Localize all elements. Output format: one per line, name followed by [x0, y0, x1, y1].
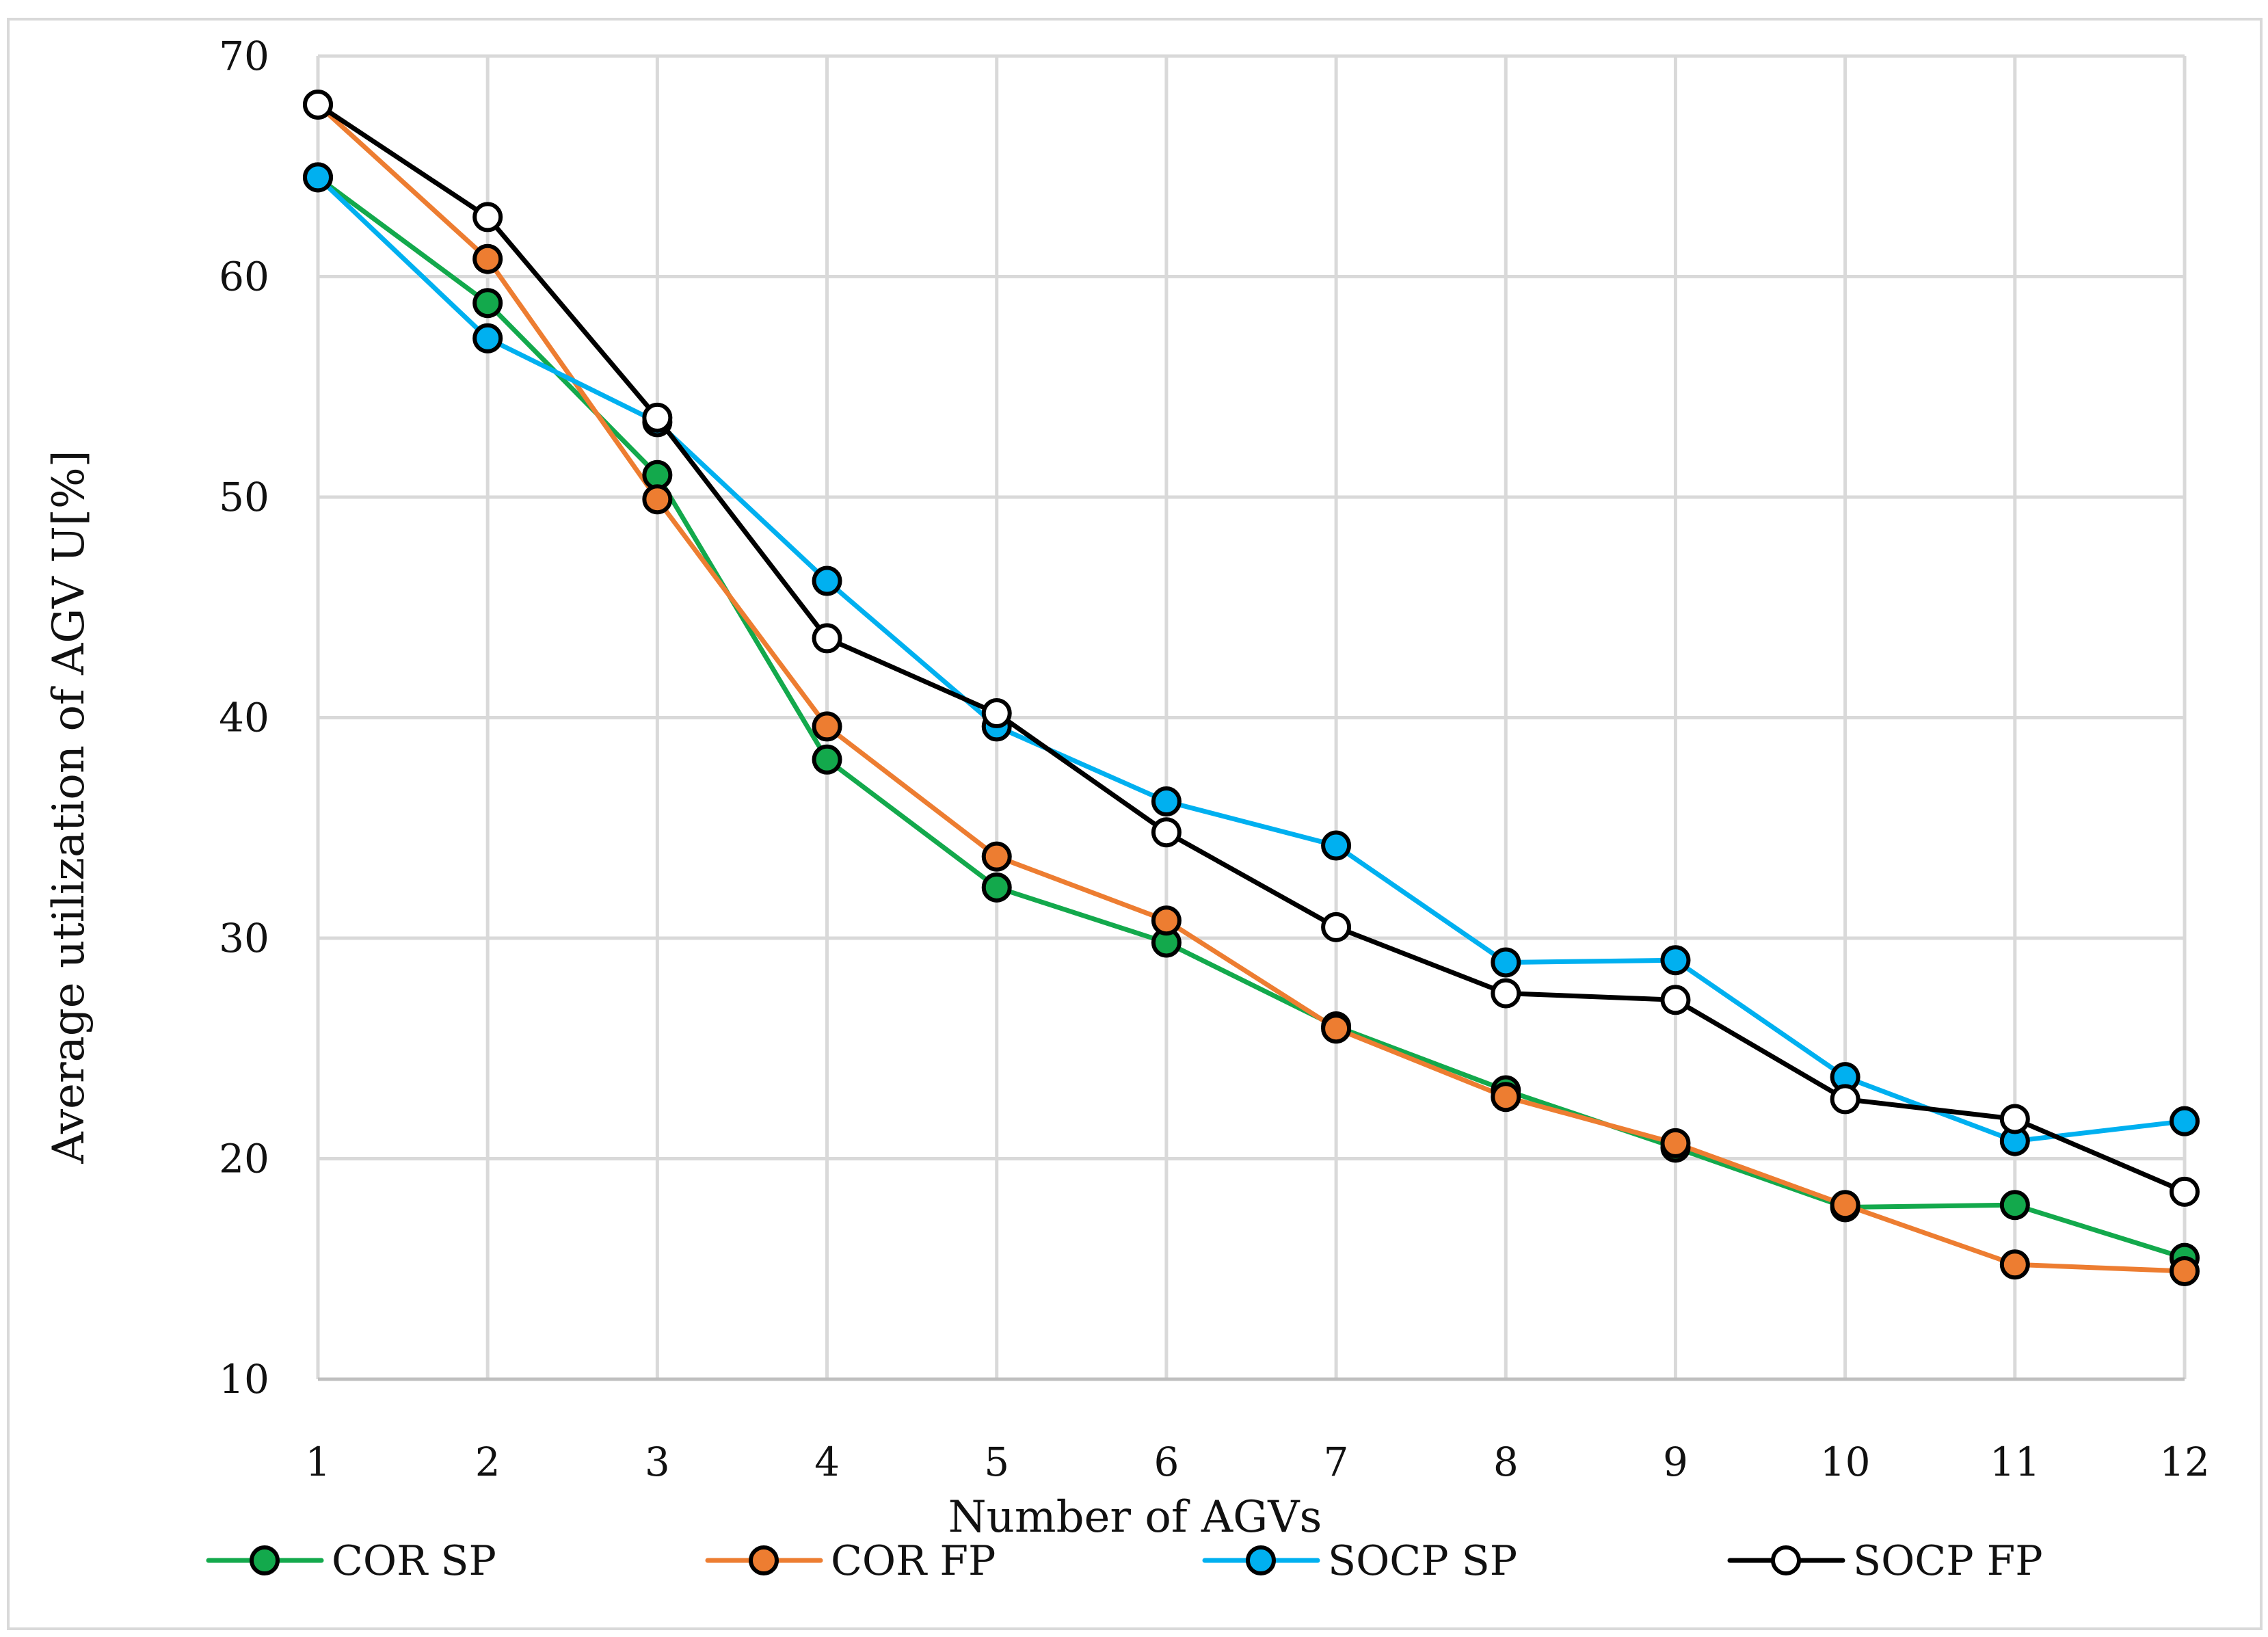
data-point-socp-fp [1151, 817, 1182, 848]
chart-frame [7, 18, 2263, 1630]
data-point-cor-fp [1491, 1082, 1521, 1113]
data-point-socp-fp [642, 402, 673, 433]
y-tick-label: 50 [219, 474, 269, 520]
data-point-cor-sp [472, 288, 503, 319]
data-point-socp-sp [303, 162, 333, 193]
data-point-cor-fp [1830, 1190, 1860, 1221]
legend-label: SOCP FP [1853, 1537, 2043, 1585]
legend-item: COR SP [206, 1537, 496, 1585]
x-tick-label: 2 [475, 1439, 501, 1485]
x-tick-label: 12 [2159, 1439, 2210, 1485]
data-point-socp-fp [812, 623, 842, 654]
series-line-cor-sp [315, 174, 2187, 1261]
legend-item: COR FP [705, 1537, 996, 1585]
series-line-socp-sp [315, 174, 2187, 1144]
legend-swatch-marker [1771, 1545, 1801, 1575]
data-point-cor-fp [472, 243, 503, 274]
x-tick-label: 10 [1820, 1439, 1871, 1485]
y-tick-label: 20 [219, 1136, 269, 1182]
data-point-socp-sp [1660, 945, 1691, 976]
data-point-cor-fp [1999, 1249, 2030, 1280]
data-point-cor-fp [1151, 905, 1182, 936]
legend-swatch-marker [1246, 1545, 1276, 1575]
data-point-socp-fp [1999, 1104, 2030, 1134]
series-line-cor-fp [315, 102, 2187, 1274]
data-point-cor-sp [981, 872, 1012, 903]
y-tick-label: 30 [219, 915, 269, 961]
data-point-cor-sp [1999, 1190, 2030, 1221]
x-tick-label: 4 [814, 1439, 840, 1485]
data-point-socp-sp [1491, 947, 1521, 978]
series-group [315, 102, 2187, 1274]
data-point-socp-fp [1830, 1084, 1860, 1115]
x-tick-label: 8 [1493, 1439, 1519, 1485]
data-point-socp-sp [2170, 1106, 2200, 1136]
data-point-socp-fp [2170, 1176, 2200, 1207]
data-point-cor-fp [981, 841, 1012, 872]
legend-label: COR SP [332, 1537, 496, 1585]
x-tick-label: 6 [1153, 1439, 1179, 1485]
x-tick-label: 3 [645, 1439, 670, 1485]
data-point-cor-fp [1321, 1013, 1352, 1044]
data-point-socp-fp [1321, 911, 1352, 942]
data-point-socp-sp [1151, 786, 1182, 817]
data-point-socp-fp [1660, 985, 1691, 1015]
gridlines [316, 54, 2187, 1379]
legend-item: SOCP SP [1202, 1537, 1517, 1585]
data-point-socp-sp [1321, 830, 1352, 861]
legend-label: SOCP SP [1328, 1537, 1517, 1585]
data-point-socp-sp [812, 565, 842, 596]
y-tick-label: 60 [219, 254, 269, 300]
data-point-socp-fp [981, 698, 1012, 729]
data-point-cor-sp [642, 460, 673, 490]
x-tick-label: 5 [984, 1439, 1009, 1485]
data-point-socp-fp [472, 202, 503, 232]
data-point-socp-sp [472, 323, 503, 354]
legend-swatch-marker [749, 1545, 779, 1575]
x-tick-label: 11 [1990, 1439, 2040, 1485]
x-tick-label: 1 [306, 1439, 331, 1485]
legend-item: SOCP FP [1727, 1537, 2043, 1585]
x-axis-title: Number of AGVs [948, 1492, 1322, 1543]
data-point-cor-fp [2170, 1255, 2200, 1286]
legend: COR SP COR FP SOCP SP SOCP FP [206, 1537, 2043, 1585]
data-point-socp-fp [1491, 978, 1521, 1009]
legend-swatch-marker [250, 1545, 280, 1575]
data-point-cor-fp [812, 711, 842, 742]
data-point-cor-fp [642, 484, 673, 515]
series-line-socp-fp [315, 102, 2187, 1195]
data-point-socp-fp [303, 89, 333, 120]
data-point-cor-sp [812, 744, 842, 775]
markers-group [303, 89, 2200, 1286]
legend-label: COR FP [831, 1537, 996, 1585]
x-tick-label: 7 [1324, 1439, 1349, 1485]
y-tick-label: 70 [219, 33, 269, 79]
y-axis-title: Average utilization of AGV U[%] [44, 450, 94, 1164]
x-tick-label: 9 [1663, 1439, 1688, 1485]
y-tick-label: 10 [219, 1356, 269, 1402]
data-point-cor-fp [1660, 1128, 1691, 1158]
y-tick-label: 40 [219, 695, 269, 741]
